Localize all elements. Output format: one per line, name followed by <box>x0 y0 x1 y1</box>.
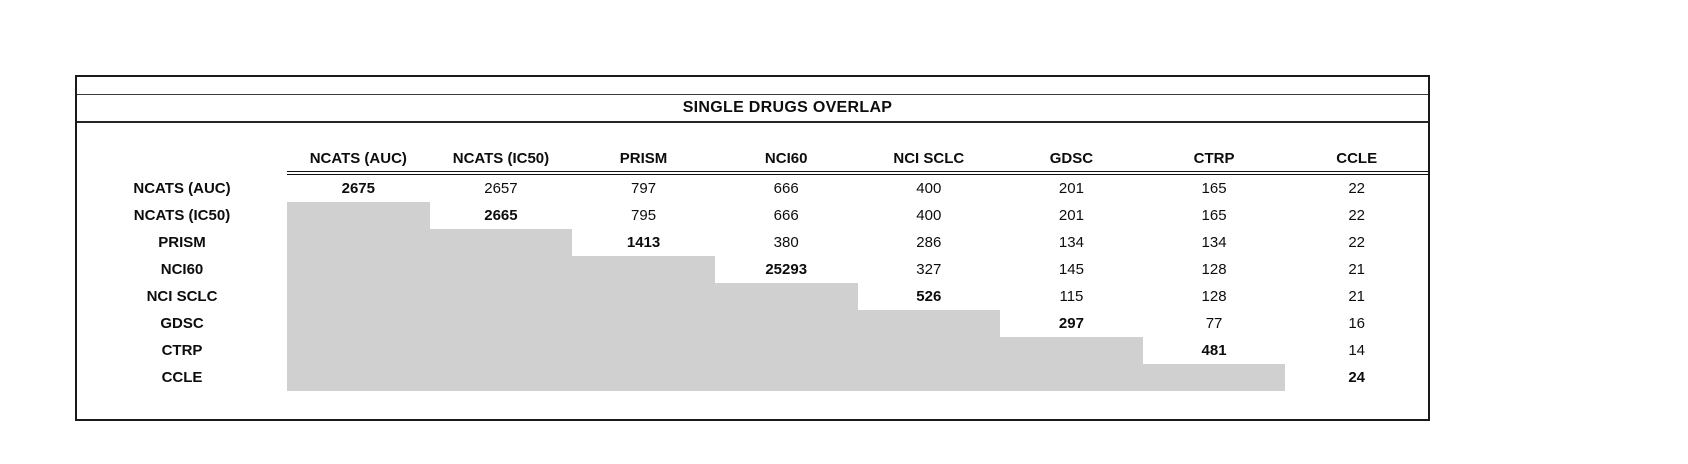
matrix-cell: 481 <box>1201 342 1227 359</box>
matrix-cell-shaded <box>572 256 715 283</box>
matrix-cell-shaded <box>857 310 1001 337</box>
matrix-cell: 2665 <box>484 207 518 224</box>
matrix-cell: 666 <box>773 207 799 224</box>
matrix-cell-shaded <box>857 337 1001 364</box>
column-header-ccle: CCLE <box>1285 123 1428 175</box>
matrix-cell: 2657 <box>484 180 518 197</box>
matrix-cell: 128 <box>1201 288 1227 305</box>
matrix-cell-shaded <box>1000 364 1143 391</box>
column-header-ncats-auc: NCATS (AUC) <box>287 123 430 175</box>
matrix-cell: 165 <box>1201 207 1227 224</box>
matrix-cell-shaded <box>287 256 430 283</box>
matrix-cell: 327 <box>916 261 942 278</box>
matrix-cell-shaded <box>287 364 430 391</box>
matrix-cell: 1413 <box>626 234 661 251</box>
matrix-cell: 22 <box>1348 234 1366 251</box>
row-label-nci60: NCI60 <box>160 261 204 278</box>
matrix-corner-cell <box>77 123 287 175</box>
matrix-cell: 400 <box>916 180 942 197</box>
single-drugs-overlap-table: SINGLE DRUGS OVERLAP NCATS (AUC) NCATS (… <box>75 75 1430 421</box>
matrix-cell: 77 <box>1205 315 1223 332</box>
matrix-cell: 400 <box>916 207 942 224</box>
matrix-cell-shaded <box>714 283 858 310</box>
matrix-cell: 16 <box>1348 315 1366 332</box>
matrix-cell-shaded <box>429 337 573 364</box>
matrix-cell-shaded <box>572 337 715 364</box>
matrix-cell: 201 <box>1058 180 1084 197</box>
matrix-cell: 22 <box>1348 180 1366 197</box>
matrix-cell: 21 <box>1348 288 1366 305</box>
matrix-cell: 526 <box>916 288 942 305</box>
column-header-prism: PRISM <box>572 123 715 175</box>
row-label-gdsc: GDSC <box>160 315 204 332</box>
matrix-cell-shaded <box>857 364 1001 391</box>
matrix-cell: 134 <box>1058 234 1084 251</box>
matrix-cell: 145 <box>1058 261 1084 278</box>
column-header-nci-sclc: NCI SCLC <box>857 123 1001 175</box>
matrix-cell: 22 <box>1348 207 1366 224</box>
matrix-cell-shaded <box>429 283 573 310</box>
matrix-cell: 201 <box>1058 207 1084 224</box>
matrix-cell-shaded <box>1142 364 1286 391</box>
table-title-band: SINGLE DRUGS OVERLAP <box>77 95 1428 123</box>
top-spacer-band <box>77 77 1428 95</box>
matrix-cell: 24 <box>1348 369 1366 386</box>
matrix-cell: 795 <box>631 207 657 224</box>
matrix-cell-shaded <box>429 229 573 256</box>
matrix-cell: 128 <box>1201 261 1227 278</box>
matrix-cell: 115 <box>1059 288 1084 305</box>
matrix-cell: 134 <box>1201 234 1227 251</box>
matrix-cell: 2675 <box>341 180 375 197</box>
matrix-cell-shaded <box>572 283 715 310</box>
matrix-cell-shaded <box>429 310 573 337</box>
column-header-nci60: NCI60 <box>714 123 858 175</box>
column-header-gdsc: GDSC <box>1000 123 1143 175</box>
matrix-cell: 286 <box>916 234 942 251</box>
matrix-cell-shaded <box>714 364 858 391</box>
matrix-cell-shaded <box>429 364 573 391</box>
row-label-ncats-auc: NCATS (AUC) <box>133 180 231 197</box>
matrix-cell-shaded <box>287 202 430 229</box>
matrix-cell-shaded <box>572 364 715 391</box>
column-header-ncats-ic50: NCATS (IC50) <box>429 123 573 175</box>
row-label-nci-sclc: NCI SCLC <box>146 288 218 305</box>
matrix-cell: 21 <box>1348 261 1366 278</box>
matrix-cell-shaded <box>1000 337 1143 364</box>
matrix-cell-shaded <box>287 283 430 310</box>
matrix-cell-shaded <box>429 256 573 283</box>
matrix-cell-shaded <box>714 310 858 337</box>
bottom-spacer <box>77 391 1428 419</box>
matrix-cell-shaded <box>714 337 858 364</box>
matrix-cell: 380 <box>773 234 799 251</box>
matrix-cell: 297 <box>1058 315 1084 332</box>
matrix-cell-shaded <box>287 229 430 256</box>
matrix-cell-shaded <box>572 310 715 337</box>
row-label-ccle: CCLE <box>161 369 203 386</box>
row-label-ctrp: CTRP <box>161 342 203 359</box>
matrix-cell: 797 <box>631 180 657 197</box>
matrix-cell-shaded <box>287 337 430 364</box>
row-label-ncats-ic50: NCATS (IC50) <box>133 207 231 224</box>
matrix-cell-shaded <box>287 310 430 337</box>
matrix-cell: 14 <box>1348 342 1366 359</box>
matrix-cell: 666 <box>773 180 799 197</box>
column-header-ctrp: CTRP <box>1142 123 1286 175</box>
row-label-prism: PRISM <box>158 234 206 251</box>
matrix-cell: 25293 <box>765 261 808 278</box>
matrix-cell: 165 <box>1201 180 1227 197</box>
overlap-matrix: NCATS (AUC) NCATS (IC50) PRISM NCI60 NCI… <box>77 123 1428 391</box>
table-title: SINGLE DRUGS OVERLAP <box>682 99 893 116</box>
